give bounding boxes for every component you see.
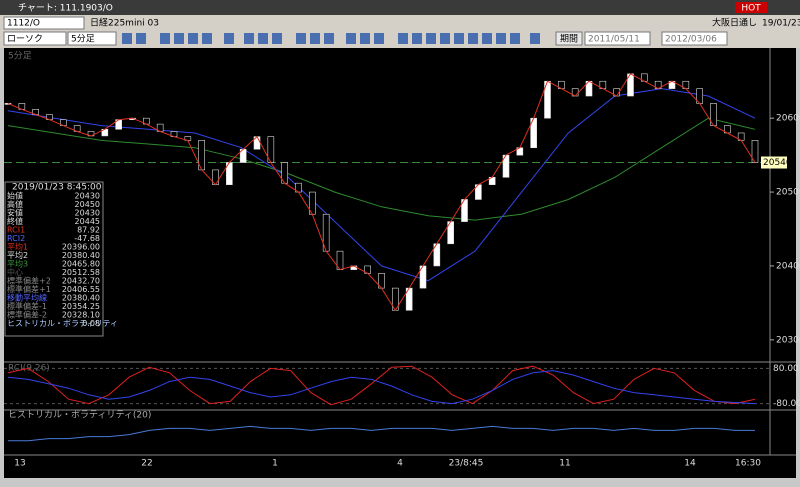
period-label: 期間 [560, 34, 578, 45]
info-value: 20328.10 [62, 311, 100, 320]
y-tick-label: 20500 [776, 188, 800, 198]
info-value: 20450 [75, 200, 100, 209]
info-label: 移動平均線 [7, 293, 47, 303]
instrument-name: 日経225mini 03 [90, 17, 159, 29]
y-tick-label: 20400 [776, 261, 800, 271]
info-label: 高値 [7, 199, 23, 209]
x-tick-label: 13 [14, 459, 25, 469]
x-tick-label: 16:30 [735, 459, 761, 469]
x-tick-label: 22 [141, 459, 152, 469]
info-date: 2019/01/23 8:45:00 [12, 183, 102, 193]
rci-line [7, 370, 756, 405]
y-tick-label: 80.00 [773, 364, 799, 374]
period-button[interactable] [555, 31, 583, 46]
info-label: 中心 [7, 267, 23, 277]
interval-select[interactable] [67, 31, 117, 46]
chart-kind: ローソク [7, 34, 43, 45]
info-label: 平均2 [7, 250, 28, 260]
market: 大阪日通し [712, 17, 757, 29]
rci-line [7, 365, 756, 406]
info-value: 87.92 [77, 226, 100, 235]
y-tick-label: 20300 [776, 335, 800, 345]
code: 1112/O [7, 19, 40, 29]
info-value: 20396.00 [62, 243, 100, 252]
info-label: ヒストリカル・ボラティリティ [7, 319, 118, 328]
info-label: 標準偏差-2 [7, 310, 47, 320]
info-value: 20512.58 [62, 268, 100, 277]
info-value: 20380.40 [62, 294, 100, 303]
info-value: 0.08 [82, 319, 100, 328]
date: 19/01/23 [762, 19, 800, 29]
tool-icons [122, 33, 540, 44]
info-value: 20430 [75, 209, 100, 218]
y-tick-label: -80.00 [773, 399, 800, 409]
from-input[interactable] [584, 31, 651, 46]
info-label: 標準偏差-1 [7, 301, 47, 311]
info-label: 平均3 [7, 259, 28, 269]
price-line [7, 73, 756, 312]
info-value: 20406.55 [62, 285, 100, 294]
info-value: -47.68 [74, 234, 100, 243]
info-box: 2019/01/23 8:45:00 始値 20430 高値 20450 安値 20430… [4, 181, 118, 337]
info-value: 20432.70 [62, 277, 100, 286]
info-label: 始値 [7, 191, 23, 201]
candle [751, 140, 759, 163]
chart-kind-select[interactable] [3, 31, 67, 46]
from-date: 2011/05/11 [588, 35, 640, 45]
y-tick-label: 20600 [776, 114, 800, 124]
last-price-box [761, 156, 787, 169]
hot-button[interactable] [735, 2, 767, 13]
x-tick-label: 1 [272, 459, 278, 469]
info-label: 終値 [7, 216, 23, 226]
panel-label: 5分足 [8, 51, 32, 62]
panel-label: ヒストリカル・ボラティリティ(20) [8, 410, 151, 421]
info-value: 20445 [75, 217, 100, 226]
info-value: 20380.40 [62, 251, 100, 260]
info-label: RCI1 [7, 226, 25, 235]
hv-line [8, 425, 755, 442]
info-value: 20465.80 [62, 260, 100, 269]
info-label: 標準偏差+2 [7, 276, 51, 286]
code-input[interactable] [3, 16, 85, 30]
info-label: RCI2 [7, 234, 25, 243]
moving-average [7, 117, 756, 221]
x-tick-label: 11 [559, 459, 570, 469]
info-value: 20430 [75, 192, 100, 201]
info-label: 標準偏差+1 [7, 284, 51, 294]
x-tick-label: 23/8:45 [449, 459, 484, 469]
x-tick-label: 14 [684, 459, 696, 469]
interval: 5分足 [71, 34, 95, 45]
last-price: 20540 [763, 158, 792, 168]
title-bar [0, 0, 800, 15]
info-label: 安値 [7, 208, 23, 218]
to-date: 2012/03/06 [665, 35, 717, 45]
to-input[interactable] [661, 31, 728, 46]
hot-label: HOT [741, 4, 761, 14]
info-value: 20354.25 [62, 302, 100, 311]
info-label: 平均1 [7, 242, 28, 252]
window-title: チャート: 111.1903/O [18, 3, 113, 14]
x-tick-label: 4 [397, 459, 403, 469]
